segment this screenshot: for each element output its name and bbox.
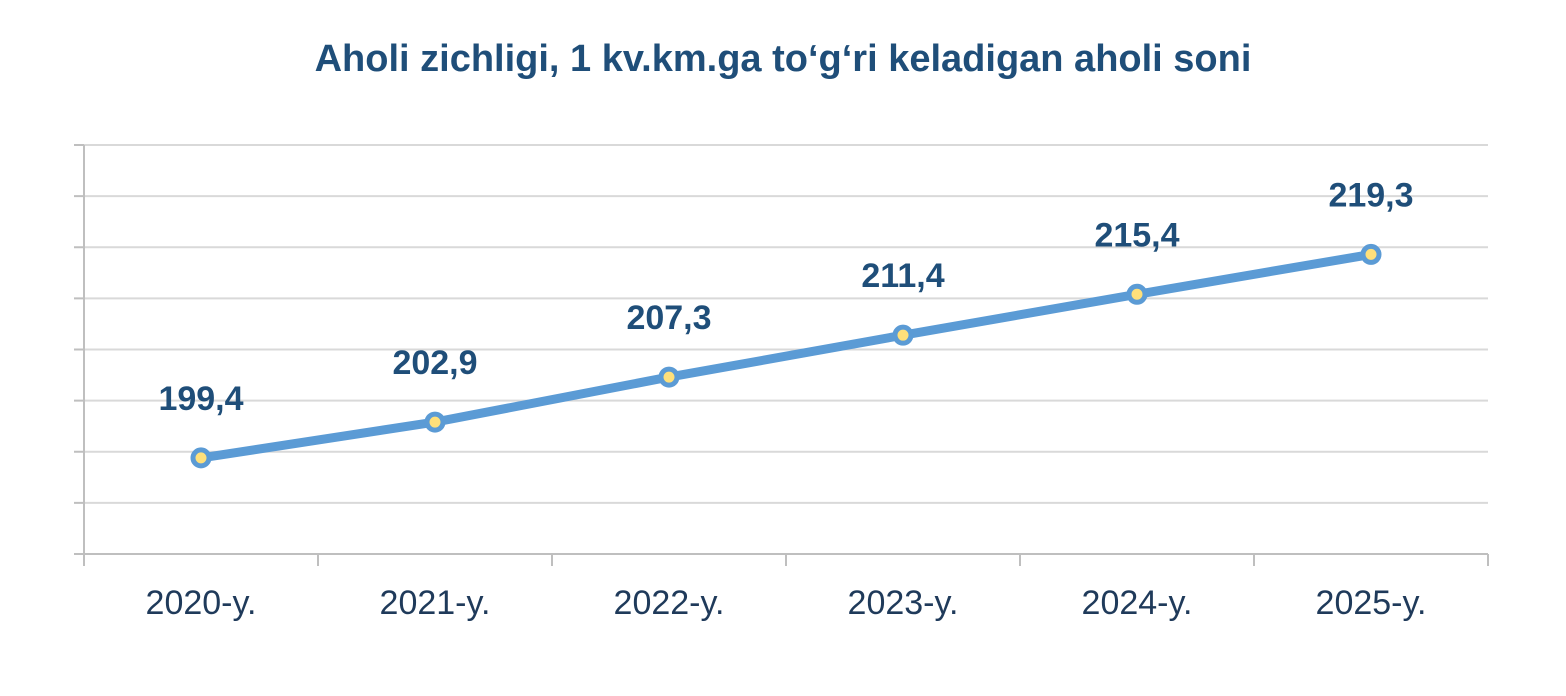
data-point — [424, 411, 446, 433]
data-label: 207,3 — [626, 299, 711, 337]
x-tick-label: 2024-y. — [1082, 584, 1193, 622]
data-label: 202,9 — [392, 344, 477, 382]
data-label: 199,4 — [158, 380, 243, 418]
data-point — [1360, 243, 1382, 265]
data-point — [658, 366, 680, 388]
series-line — [196, 249, 1376, 463]
data-point — [892, 324, 914, 346]
data-label: 211,4 — [861, 257, 944, 295]
x-tick-label: 2022-y. — [614, 584, 725, 622]
data-label: 215,4 — [1094, 216, 1179, 254]
x-tick-label: 2021-y. — [380, 584, 491, 622]
x-tick-label: 2025-y. — [1316, 584, 1427, 622]
x-tick-label: 2023-y. — [848, 584, 959, 622]
data-label: 219,3 — [1328, 176, 1413, 214]
data-point — [190, 447, 212, 469]
data-point — [1126, 283, 1148, 305]
chart-title: Aholi zichligi, 1 kv.km.ga to‘g‘ri kelad… — [314, 38, 1252, 80]
x-tick-label: 2020-y. — [146, 584, 257, 622]
